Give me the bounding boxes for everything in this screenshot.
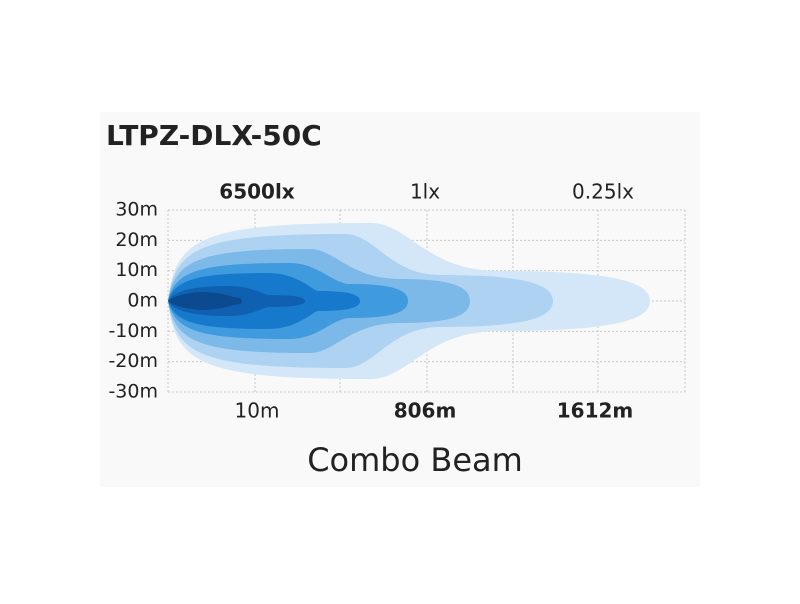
bottom-label: 10m — [235, 399, 280, 423]
y-label: -10m — [108, 320, 158, 342]
top-label: 0.25lx — [572, 180, 634, 204]
y-label: 0m — [127, 290, 158, 312]
labels: 30m 20m 10m 0m -10m -20m -30m 6500lx 1lx 0.25lx 10… — [108, 180, 634, 423]
y-label: 30m — [115, 199, 158, 221]
y-label: -20m — [108, 350, 158, 372]
top-label: 1lx — [410, 180, 440, 204]
beam — [168, 223, 650, 379]
caption: Combo Beam — [307, 441, 523, 479]
top-label: 6500lx — [219, 180, 295, 204]
y-label: -30m — [108, 381, 158, 403]
y-label: 10m — [115, 259, 158, 281]
y-label: 20m — [115, 229, 158, 251]
beam-zone — [168, 292, 242, 310]
bottom-label: 1612m — [557, 399, 634, 423]
bottom-label: 806m — [394, 399, 457, 423]
title: LTPZ-DLX-50C — [106, 119, 322, 152]
